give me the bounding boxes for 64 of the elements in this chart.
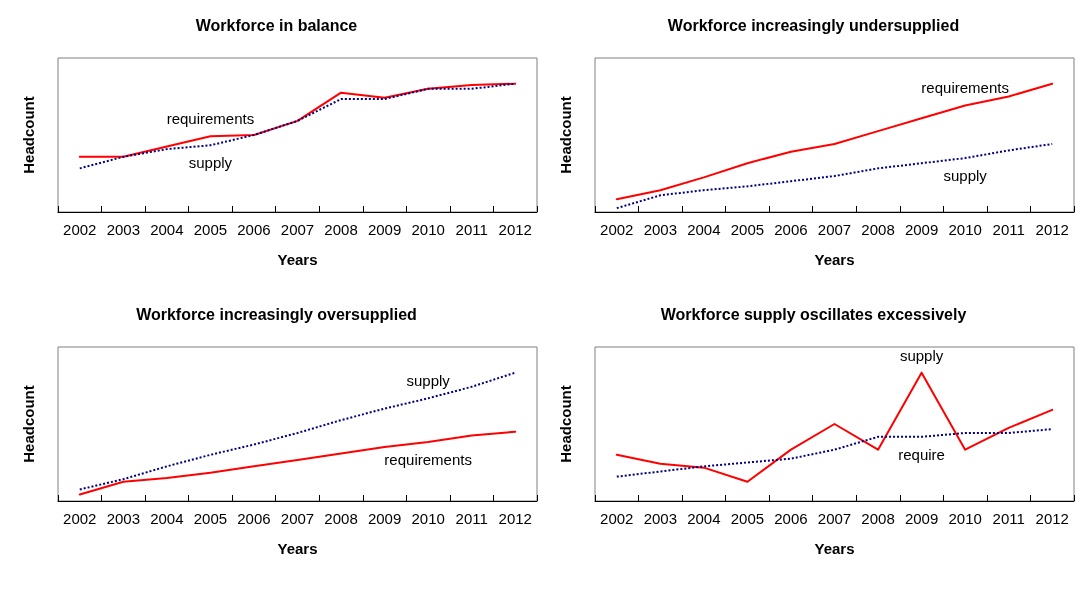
x-tick-label: 2009 [904, 221, 939, 238]
x-tick-label: 2010 [948, 221, 982, 238]
x-tick-label: 2008 [324, 221, 358, 238]
x-tick-label: 2006 [774, 510, 808, 527]
y-axis-title: Headcount [20, 385, 37, 463]
x-tick-label: 2006 [237, 221, 271, 238]
x-tick-label: 2002 [63, 510, 97, 527]
series-label: requirements [921, 79, 1009, 97]
x-tick-label: 2003 [106, 221, 141, 238]
x-tick-label: 2002 [600, 221, 634, 238]
x-tick-label: 2003 [643, 221, 678, 238]
x-tick-label: 2005 [193, 510, 228, 527]
chart-title: Workforce in balance [195, 16, 358, 34]
series-label: requirements [384, 450, 472, 468]
x-tick-label: 2004 [150, 221, 184, 238]
x-tick-label: 2005 [730, 510, 765, 527]
series-label: require [898, 445, 945, 463]
x-tick-label: 2010 [411, 510, 445, 527]
x-tick-label: 2004 [687, 510, 721, 527]
series-label: supply [943, 167, 988, 185]
series-label: supply [406, 372, 451, 390]
x-tick-label: 2006 [237, 510, 271, 527]
x-tick-label: 2009 [367, 221, 402, 238]
x-axis-title: Years [277, 540, 318, 557]
x-tick-label: 2005 [730, 221, 765, 238]
x-tick-label: 2007 [817, 221, 852, 238]
x-tick-label: 2007 [817, 510, 852, 527]
x-tick-label: 2011 [992, 510, 1025, 527]
x-tick-label: 2011 [455, 221, 488, 238]
y-axis-title: Headcount [20, 96, 37, 174]
x-tick-label: 2009 [367, 510, 402, 527]
x-tick-label: 2002 [600, 510, 634, 527]
x-tick-label: 2010 [948, 510, 982, 527]
x-tick-label: 2007 [280, 510, 315, 527]
x-axis-title: Years [814, 540, 855, 557]
y-axis-title: Headcount [557, 385, 574, 463]
x-tick-label: 2004 [687, 221, 721, 238]
x-tick-label: 2008 [861, 510, 895, 527]
x-tick-label: 2011 [455, 510, 488, 527]
x-tick-label: 2003 [106, 510, 141, 527]
x-tick-label: 2008 [861, 221, 895, 238]
series-label: requirements [166, 110, 255, 128]
x-tick-label: 2002 [63, 221, 97, 238]
x-tick-label: 2005 [193, 221, 228, 238]
x-tick-label: 2012 [498, 510, 532, 527]
series-label: supply [899, 346, 944, 364]
x-tick-label: 2004 [150, 510, 184, 527]
chart-title: Workforce supply oscillates excessively [660, 305, 967, 323]
chart-title: Workforce increasingly undersupplied [667, 16, 960, 34]
x-tick-label: 2009 [904, 510, 939, 527]
y-axis-title: Headcount [557, 96, 574, 174]
x-axis-title: Years [814, 251, 855, 268]
x-tick-label: 2012 [1035, 221, 1069, 238]
x-tick-label: 2008 [324, 510, 358, 527]
x-axis-title: Years [277, 251, 318, 268]
chart-title: Workforce increasingly oversupplied [136, 305, 417, 323]
x-tick-label: 2012 [1035, 510, 1069, 527]
x-tick-label: 2007 [280, 221, 315, 238]
series-label: supply [188, 154, 233, 172]
x-tick-label: 2011 [992, 221, 1025, 238]
x-tick-label: 2012 [498, 221, 532, 238]
x-tick-label: 2010 [411, 221, 445, 238]
x-tick-label: 2003 [643, 510, 678, 527]
x-tick-label: 2006 [774, 221, 808, 238]
